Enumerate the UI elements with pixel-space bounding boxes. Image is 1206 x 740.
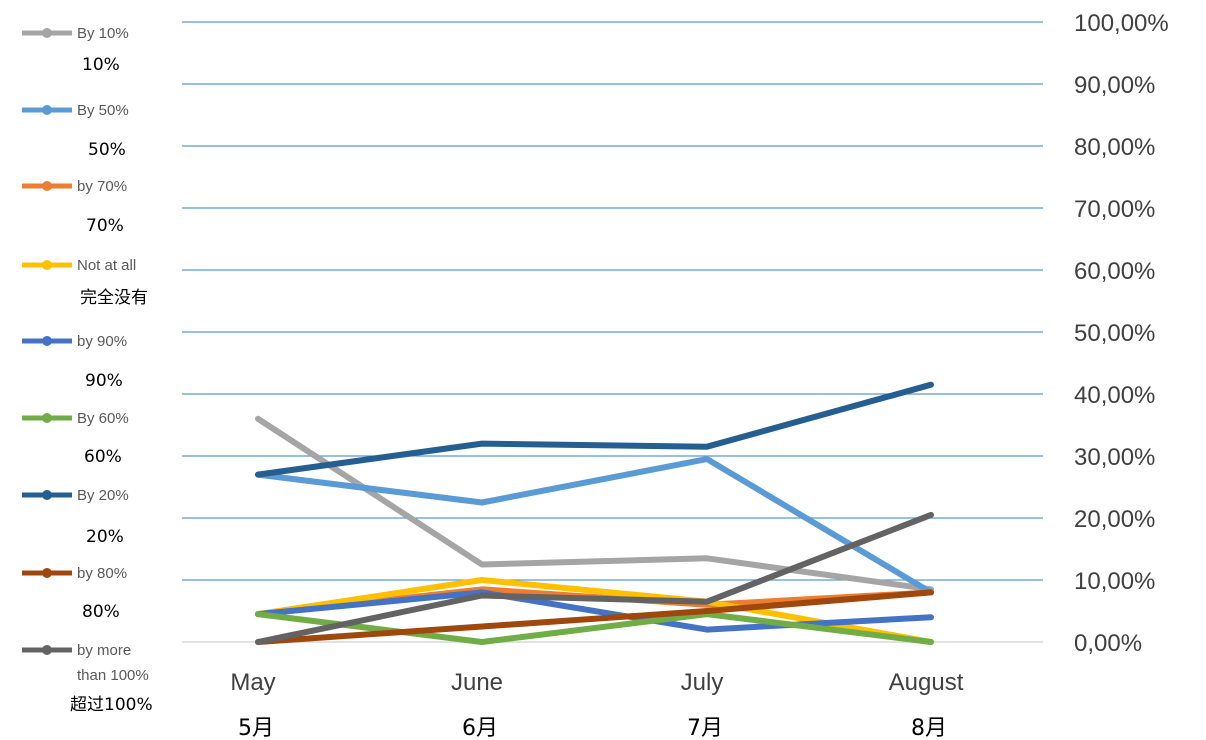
legend-label-zh: 60% [84, 447, 122, 467]
x-category-label-zh: 5月 [238, 716, 274, 740]
legend-item: By 50% 50% [22, 102, 129, 160]
y-tick-label: 80,00% [1074, 134, 1155, 161]
y-tick-label: 50,00% [1074, 320, 1155, 347]
legend-label: than 100% [77, 667, 149, 684]
y-tick-label: 10,00% [1074, 568, 1155, 595]
legend-label-zh: 10% [82, 55, 120, 75]
legend-swatch-marker [42, 645, 52, 655]
series-line [255, 415, 934, 593]
legend-label: By 60% [77, 410, 129, 427]
legend-item: Not at all 完全没有 [22, 257, 148, 308]
y-tick-label: 0,00% [1074, 630, 1142, 657]
y-tick-label: 70,00% [1074, 196, 1155, 223]
legend-item: by 70% 70% [22, 178, 127, 236]
x-category-label-zh: 6月 [462, 716, 498, 740]
series-line [255, 456, 934, 596]
legend-label-zh: 超过100% [70, 695, 153, 715]
legend-label-zh: 90% [85, 371, 123, 391]
series-line [255, 381, 934, 478]
legend-label-zh: 20% [86, 527, 124, 547]
legend-swatch-marker [42, 568, 52, 578]
series-line [255, 589, 934, 633]
legend-swatch-marker [42, 28, 52, 38]
series-line [255, 589, 934, 645]
series-line [255, 511, 934, 645]
legend-swatch-marker [42, 105, 52, 115]
legend-item: By 20% 20% [22, 487, 129, 547]
legend-item: By 10% 10% [22, 25, 129, 75]
legend-swatch-marker [42, 336, 52, 346]
legend-label: By 50% [77, 102, 129, 119]
legend-label: Not at all [77, 257, 136, 274]
legend-swatch-marker [42, 260, 52, 270]
legend-label: by 90% [77, 333, 127, 350]
y-tick-label: 60,00% [1074, 258, 1155, 285]
legend-swatch-marker [42, 490, 52, 500]
legend-label: By 10% [77, 25, 129, 42]
legend-item: by 80% 80% [22, 565, 127, 622]
x-category-label: May [230, 669, 275, 696]
legend-item: by 90% 90% [22, 333, 127, 391]
legend-label: by more [77, 642, 131, 659]
legend-label-zh: 70% [86, 216, 124, 236]
legend: By 10% 10% By 50% 50% by 70% 70% Not at all 完全没… [22, 25, 153, 715]
x-category-label-zh: 8月 [911, 716, 947, 740]
y-tick-label: 40,00% [1074, 382, 1155, 409]
x-axis-category-labels: May 5月 June 6月 July 7月 August 8月 [230, 669, 963, 740]
legend-label: by 70% [77, 178, 127, 195]
legend-item: By 60% 60% [22, 410, 129, 467]
x-category-label-zh: 7月 [687, 716, 723, 740]
y-tick-label: 90,00% [1074, 72, 1155, 99]
legend-label: By 20% [77, 487, 129, 504]
legend-label-zh: 80% [82, 602, 120, 622]
legend-label: by 80% [77, 565, 127, 582]
series-line [255, 611, 934, 645]
x-category-label: August [889, 669, 964, 696]
legend-label-zh: 完全没有 [80, 288, 148, 308]
x-category-label: July [681, 669, 724, 696]
y-tick-label: 20,00% [1074, 506, 1155, 533]
gridlines [182, 21, 1043, 643]
legend-item: by more than 100% 超过100% [22, 642, 153, 715]
x-category-label: June [451, 669, 503, 696]
y-tick-label: 100,00% [1074, 10, 1169, 37]
series-lines [255, 381, 934, 645]
y-axis-tick-labels: 0,00% 10,00% 20,00% 30,00% 40,00% 50,00% 60,00… [1074, 10, 1169, 657]
legend-swatch-marker [42, 413, 52, 423]
legend-label-zh: 50% [88, 140, 126, 160]
y-tick-label: 30,00% [1074, 444, 1155, 471]
legend-swatch-marker [42, 181, 52, 191]
